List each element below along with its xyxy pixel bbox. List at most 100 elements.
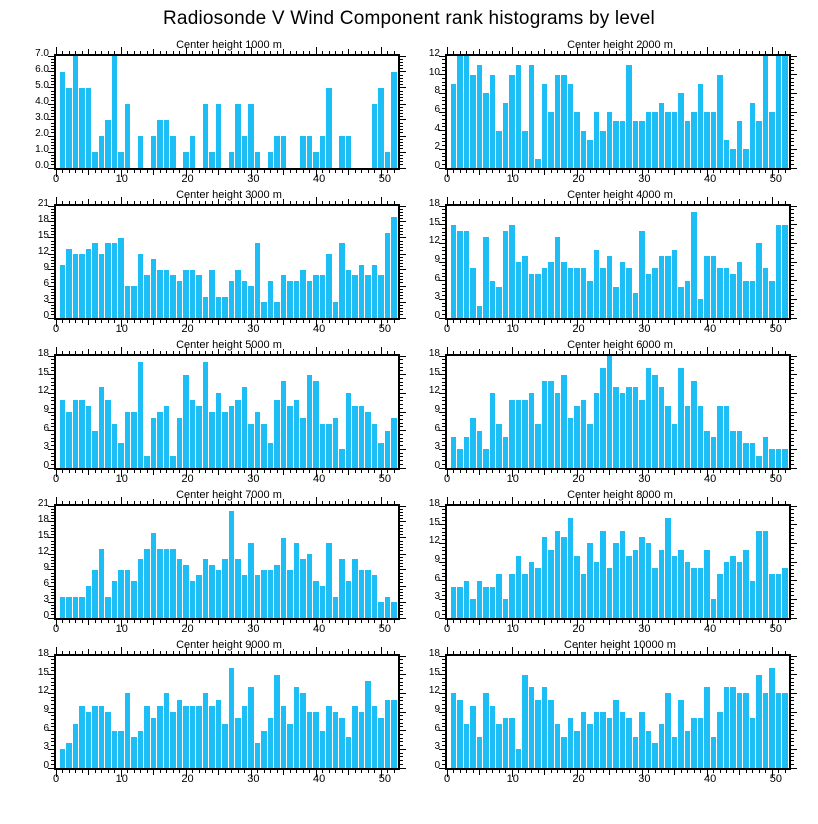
y-tick-label: 3 xyxy=(434,591,440,603)
tick-mark xyxy=(276,651,278,654)
bar xyxy=(300,136,306,168)
y-tick-label: 5.0 xyxy=(35,80,49,91)
tick-mark xyxy=(442,257,445,259)
tick-mark xyxy=(791,733,794,735)
bar xyxy=(111,424,118,468)
bar xyxy=(678,286,684,318)
tick-mark xyxy=(648,351,650,354)
tick-mark xyxy=(400,231,403,233)
y-tick-label: 3 xyxy=(43,594,49,605)
tick-mark xyxy=(51,441,54,443)
tick-mark xyxy=(400,456,403,458)
y-tick-label: 9 xyxy=(43,704,49,715)
tick-mark xyxy=(442,268,445,270)
x-tick-label: 30 xyxy=(247,473,260,485)
tick-mark xyxy=(140,501,142,504)
tick-mark xyxy=(192,470,194,473)
tick-mark xyxy=(283,620,285,625)
tick-mark xyxy=(446,470,448,477)
tick-mark xyxy=(400,575,403,577)
bar xyxy=(567,84,574,168)
tick-mark xyxy=(791,539,794,541)
tick-mark xyxy=(400,531,403,533)
tick-mark xyxy=(328,651,330,654)
tick-mark xyxy=(771,197,773,204)
tick-mark xyxy=(700,501,702,504)
tick-mark xyxy=(442,554,445,556)
tick-mark xyxy=(400,84,403,86)
tick-mark xyxy=(791,542,797,544)
x-axis-labels: 0 10 20 30 40 50 xyxy=(444,620,793,638)
bar xyxy=(352,275,358,318)
bar xyxy=(163,548,170,618)
tick-mark xyxy=(622,201,624,204)
tick-mark xyxy=(270,770,272,773)
tick-mark xyxy=(563,351,565,354)
bar xyxy=(502,718,509,768)
tick-mark xyxy=(192,51,194,54)
bar xyxy=(261,424,267,468)
tick-mark xyxy=(380,497,382,504)
tick-mark xyxy=(635,651,637,654)
tick-mark xyxy=(765,501,767,504)
tick-mark xyxy=(485,201,487,204)
tick-mark xyxy=(51,145,54,147)
tick-mark xyxy=(140,770,142,773)
tick-mark xyxy=(498,170,500,173)
tick-mark xyxy=(635,620,637,623)
bar xyxy=(59,72,66,168)
bar xyxy=(710,112,717,168)
tick-mark xyxy=(133,651,135,654)
tick-mark xyxy=(400,445,403,447)
x-tick-label: 40 xyxy=(312,173,326,185)
tick-mark xyxy=(341,351,343,354)
tick-mark xyxy=(400,366,403,368)
tick-mark xyxy=(205,501,207,504)
tick-mark xyxy=(393,51,395,54)
tick-mark xyxy=(211,470,213,473)
bar xyxy=(280,538,287,618)
tick-mark xyxy=(48,374,54,376)
tick-mark xyxy=(680,201,682,204)
tick-mark xyxy=(442,722,445,724)
bar xyxy=(782,693,788,768)
bar xyxy=(632,293,639,318)
bar xyxy=(85,712,92,768)
bar xyxy=(658,724,665,768)
tick-mark xyxy=(166,201,168,204)
tick-mark xyxy=(322,770,324,773)
tick-mark xyxy=(400,167,406,169)
tick-mark xyxy=(791,362,794,364)
tick-mark xyxy=(51,741,54,743)
tick-mark xyxy=(791,400,794,402)
tick-mark xyxy=(107,770,109,773)
tick-mark xyxy=(335,320,337,323)
tick-mark xyxy=(791,276,794,278)
tick-mark xyxy=(51,138,54,140)
bar xyxy=(749,280,756,318)
tick-mark xyxy=(791,85,794,87)
tick-mark xyxy=(48,285,54,287)
y-tick-label: 6.0 xyxy=(35,64,49,75)
y-tick-label: 6 xyxy=(434,572,440,584)
bar xyxy=(339,559,345,618)
bar xyxy=(593,562,600,618)
bar xyxy=(274,564,280,618)
bar xyxy=(723,268,730,318)
bar xyxy=(548,262,554,318)
tick-mark xyxy=(442,107,445,109)
tick-mark xyxy=(185,320,187,327)
tick-mark xyxy=(354,320,356,323)
panel-title: Center height 1000 m xyxy=(176,39,282,51)
tick-mark xyxy=(439,430,445,432)
tick-mark xyxy=(400,550,403,552)
tick-mark xyxy=(218,349,220,354)
tick-mark xyxy=(328,501,330,504)
tick-mark xyxy=(791,272,794,274)
bar xyxy=(470,268,476,318)
y-tick-label: 3.0 xyxy=(35,112,49,123)
tick-mark xyxy=(51,381,54,383)
tick-mark xyxy=(459,170,461,173)
tick-mark xyxy=(400,161,403,163)
bar xyxy=(85,248,92,318)
